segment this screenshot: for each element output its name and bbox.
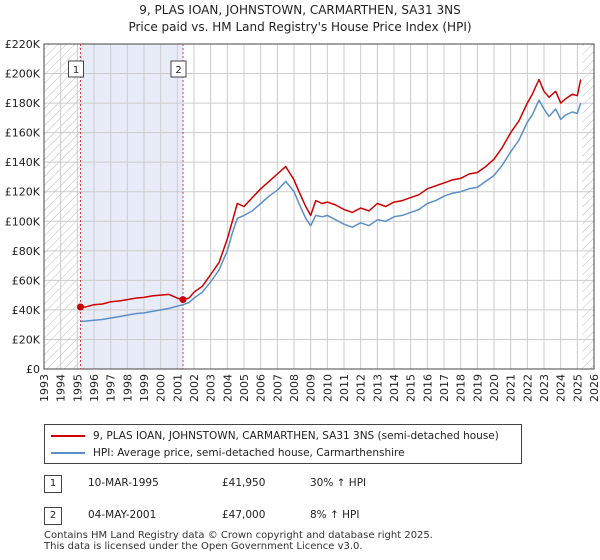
y-tick-label: £80K [12,245,41,258]
sale-price: £41,950 [222,477,266,489]
x-tick-label: 2013 [371,374,384,402]
price-chart: £0 £20K £40K £60K £80K £100K £120K £140K £160K £1… [5,38,600,402]
sale-date: 04-MAY-2001 [88,509,157,521]
x-tick-label: 2025 [571,374,584,402]
chart-title: 9, PLAS IOAN, JOHNSTOWN, CARMARTHEN, SA3… [0,2,600,36]
sale-marker-box: 1 [44,475,62,493]
x-tick-label: 2009 [305,374,318,402]
x-tick-label: 2008 [288,374,301,402]
x-tick-label: 2019 [471,374,484,402]
hpi-line-swatch [51,452,85,454]
x-tick-label: 1993 [38,374,51,402]
x-tick-label: 2007 [271,374,284,402]
y-tick-label: £100K [5,215,41,228]
sale-label: 2 [175,65,181,76]
x-tick-label: 2002 [188,374,201,402]
x-tick-label: 1995 [71,374,84,402]
y-tick-label: £0 [26,363,40,376]
sale-label-box [68,60,84,78]
footer-line-1: Contains HM Land Registry data © Crown c… [44,530,433,541]
sale-marker-box: 2 [44,507,62,525]
y-tick-label: £160K [5,127,41,140]
y-tick-label: £140K [5,156,41,169]
x-tick-label: 2011 [338,374,351,402]
x-tick-label: 2018 [455,374,468,402]
property-line-swatch [51,435,85,437]
x-tick-label: 2017 [438,374,451,402]
y-tick-label: £60K [12,274,41,287]
plot-frame [43,43,595,370]
x-tick-label: 1999 [138,374,151,402]
x-tick-label: 1994 [55,374,68,402]
title-line-1: 9, PLAS IOAN, JOHNSTOWN, CARMARTHEN, SA3… [139,3,461,17]
x-tick-label: 2006 [255,374,268,402]
footer-line-2: This data is licensed under the Open Gov… [44,541,363,552]
sale-point [77,303,84,311]
x-tick-label: 2001 [171,374,184,402]
title-line-2: Price paid vs. HM Land Registry's House … [128,20,472,34]
x-tick-label: 1998 [121,374,134,402]
hatch-future [582,44,594,369]
property-price-line [80,78,582,308]
legend-item-property: 9, PLAS IOAN, JOHNSTOWN, CARMARTHEN, SA3… [51,428,499,444]
legend-property-label: 9, PLAS IOAN, JOHNSTOWN, CARMARTHEN, SA3… [93,430,499,442]
x-tick-label: 2012 [355,374,368,402]
hatch-before-data [44,44,81,369]
x-tick-label: 2016 [421,374,434,402]
y-tick-label: £40K [12,304,41,317]
x-tick-label: 2022 [521,374,534,402]
x-tick-label: 2026 [588,374,600,402]
x-tick-label: 1997 [105,374,118,402]
x-tick-label: 2021 [505,374,518,402]
y-tick-label: £20K [12,333,41,346]
x-tick-label: 2010 [321,374,334,402]
legend: 9, PLAS IOAN, JOHNSTOWN, CARMARTHEN, SA3… [44,424,522,464]
x-tick-label: 2014 [388,374,401,402]
sale-date: 10-MAR-1995 [88,477,159,489]
x-tick-label: 2015 [405,374,418,402]
footer: Contains HM Land Registry data © Crown c… [44,530,433,552]
sale-row: 1 10-MAR-1995 £41,950 30% ↑ HPI [44,475,464,495]
legend-hpi-label: HPI: Average price, semi-detached house,… [93,447,405,459]
hpi-line [80,99,582,323]
x-tick-label: 2003 [205,374,218,402]
x-tick-label: 2020 [488,374,501,402]
legend-item-hpi: HPI: Average price, semi-detached house,… [51,445,405,461]
sale-hpi-diff: 8% ↑ HPI [310,509,360,521]
sale-row: 2 04-MAY-2001 £47,000 8% ↑ HPI [44,507,464,527]
x-tick-label: 2004 [221,374,234,402]
x-tick-label: 2024 [555,374,568,402]
sale-point [179,296,187,304]
x-tick-label: 2000 [155,374,168,402]
sale-label: 1 [73,65,79,76]
y-tick-label: £220K [5,38,41,51]
y-tick-label: £180K [5,97,41,110]
y-tick-label: £120K [5,186,41,199]
sale-label-box [170,60,187,78]
x-tick-label: 2023 [538,374,551,402]
x-tick-label: 1996 [88,374,101,402]
sale-price: £47,000 [222,509,266,521]
sale-hpi-diff: 30% ↑ HPI [310,477,367,489]
y-tick-label: £200K [5,68,41,81]
x-tick-label: 2005 [238,374,251,402]
